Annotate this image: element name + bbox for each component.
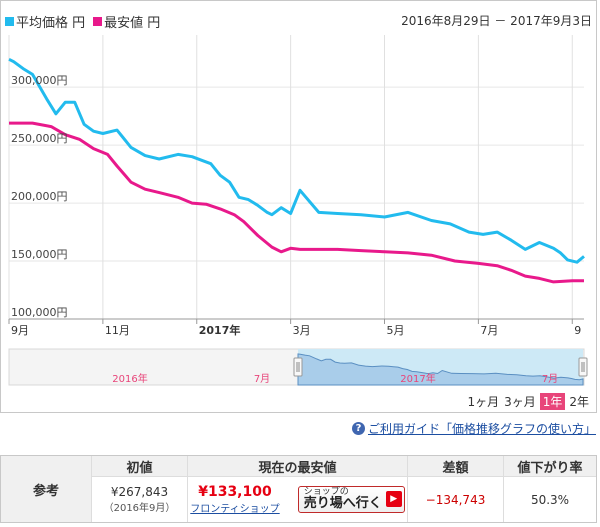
drop-rate-col: 値下がり率 50.3% bbox=[504, 456, 596, 522]
y-tick-label: 250,000円 bbox=[11, 132, 68, 145]
current-min-header: 現在の最安値 bbox=[188, 456, 407, 477]
initial-price-date: （2016年9月） bbox=[103, 503, 176, 514]
legend-min-label: 最安値 円 bbox=[104, 16, 161, 31]
navigator-label: 7月 bbox=[542, 373, 558, 385]
drop-rate-value: 50.3% bbox=[530, 492, 570, 507]
range-2year-button[interactable]: 2年 bbox=[569, 395, 589, 409]
drop-rate-header: 値下がり率 bbox=[504, 456, 596, 477]
x-tick-label: 9 bbox=[574, 324, 581, 337]
initial-price-col: 初値 ¥267,843 （2016年9月） bbox=[92, 456, 188, 522]
legend-avg-label: 平均価格 円 bbox=[16, 16, 86, 31]
x-tick-label: 11月 bbox=[105, 324, 130, 337]
y-tick-label: 150,000円 bbox=[11, 248, 68, 261]
x-tick-label: 7月 bbox=[480, 324, 498, 337]
usage-guide: ? ご利用ガイド「価格推移グラフの使い方」 bbox=[351, 420, 596, 437]
axis-layer: 100,000円 150,000円 200,000円 250,000円 300,000円… bbox=[8, 74, 584, 337]
initial-price-value: ¥267,843 bbox=[110, 485, 169, 499]
x-tick-label: 5月 bbox=[387, 324, 405, 337]
navigator-handle-right[interactable] bbox=[578, 357, 588, 377]
y-tick-label: 100,000円 bbox=[11, 306, 68, 319]
x-tick-label: 3月 bbox=[293, 324, 311, 337]
price-diff-header: 差額 bbox=[408, 456, 503, 477]
range-selector: 1ヶ月 3ヶ月 1年 2年 bbox=[466, 393, 590, 410]
date-range: 2016年8月29日 － 2017年9月3日 bbox=[401, 14, 592, 28]
store-button-line2: 売り場へ行く bbox=[303, 496, 382, 512]
initial-price-header: 初値 bbox=[92, 456, 187, 477]
navigator[interactable]: 2016年 7月 2017年 7月 bbox=[8, 348, 588, 386]
summary-label: 参考 bbox=[1, 456, 92, 522]
x-tick-label: 9月 bbox=[11, 324, 29, 337]
price-diff-col: 差額 −134,743 bbox=[408, 456, 504, 522]
series-line-avg bbox=[8, 57, 585, 264]
range-3month-button[interactable]: 3ヶ月 bbox=[504, 395, 536, 409]
navigator-label: 7月 bbox=[254, 373, 270, 385]
x-tick-label: 2017年 bbox=[199, 323, 241, 337]
store-button-line1: ショップの bbox=[303, 486, 349, 497]
current-min-price: ¥133,100 bbox=[198, 484, 272, 500]
y-tick-label: 200,000円 bbox=[11, 190, 68, 203]
shop-name-link[interactable]: フロンティショップ bbox=[190, 504, 280, 515]
chart-svg: 100,000円 150,000円 200,000円 250,000円 300,000円… bbox=[8, 35, 588, 386]
chart-legend: 平均価格 円 最安値 円 bbox=[5, 12, 168, 31]
y-tick-label: 300,000円 bbox=[11, 74, 68, 87]
navigator-label: 2017年 bbox=[400, 372, 435, 385]
legend-min-swatch bbox=[93, 17, 103, 26]
price-summary-table: 参考 初値 ¥267,843 （2016年9月） 現在の最安値 ¥133,100… bbox=[0, 455, 597, 523]
price-diff-value: −134,743 bbox=[425, 492, 486, 507]
range-1year-button[interactable]: 1年 bbox=[539, 393, 566, 410]
range-1month-button[interactable]: 1ヶ月 bbox=[467, 395, 500, 409]
go-to-store-button[interactable]: ショップの 売り場へ行く ▶ bbox=[297, 485, 405, 514]
help-icon: ? bbox=[351, 422, 365, 435]
play-arrow-icon: ▶ bbox=[385, 491, 402, 508]
navigator-area bbox=[297, 353, 584, 386]
navigator-label: 2016年 bbox=[112, 372, 147, 385]
legend-avg[interactable]: 平均価格 円 bbox=[5, 12, 85, 31]
plot-area bbox=[9, 35, 584, 319]
legend-avg-swatch bbox=[5, 17, 14, 26]
navigator-handle-left[interactable] bbox=[293, 357, 303, 377]
series-layer bbox=[8, 57, 585, 284]
legend-min[interactable]: 最安値 円 bbox=[93, 12, 160, 31]
current-min-col: 現在の最安値 ¥133,100 フロンティショップ ショップの 売り場へ行く ▶ bbox=[188, 456, 408, 522]
usage-guide-link[interactable]: ご利用ガイド「価格推移グラフの使い方」 bbox=[367, 422, 596, 436]
series-line-min bbox=[9, 121, 584, 284]
